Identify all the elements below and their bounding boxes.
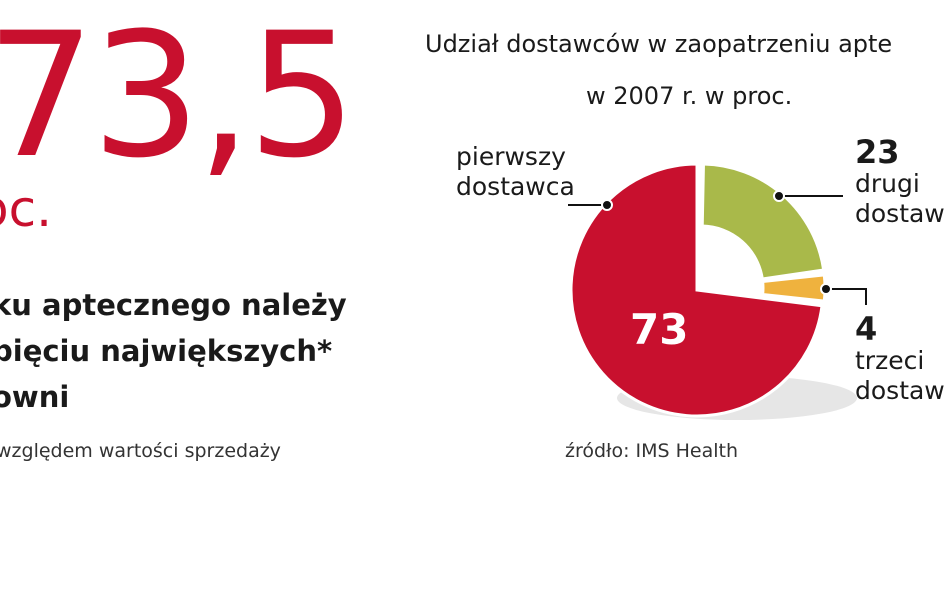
footnote: względem wartości sprzedaży [0, 440, 281, 462]
label-second-line-2: dostaw [855, 199, 945, 228]
source: źródło: IMS Health [565, 440, 739, 462]
leader-dot-third [820, 283, 832, 295]
value-label-second: 23 [855, 133, 900, 171]
chart-title-line-2: w 2007 r. w proc. [586, 82, 793, 110]
leader-third [826, 288, 867, 305]
label-first-line-1: pierwszy [456, 142, 566, 171]
label-second-line-1: drugi [855, 169, 920, 198]
headline-line-1: ku aptecznego należy [0, 288, 347, 322]
value-label-third: 4 [855, 310, 878, 348]
chart-title-line-1: Udział dostawców w zaopatrzeniu apte [425, 30, 893, 58]
label-third-line-2: dostaw [855, 376, 945, 405]
headline-value: 73,5 [0, 0, 357, 196]
label-first-line-2: dostawca [456, 172, 575, 201]
headline-line-3: owni [0, 380, 70, 414]
headline-line-2: pięciu największych* [0, 334, 333, 368]
leader-dot-first [601, 199, 613, 211]
label-third-line-1: trzeci [855, 346, 925, 375]
label-third: 4 trzeci dostaw [855, 312, 945, 406]
value-label-first: 73 [630, 305, 689, 354]
leader-dot-second [773, 190, 785, 202]
label-second: 23 drugi dostaw [855, 135, 945, 229]
label-first: pierwszy dostawca [456, 142, 575, 202]
pie-slice-1 [700, 162, 826, 281]
headline-unit: oc. [0, 180, 52, 238]
pie-slice-0 [569, 162, 824, 418]
